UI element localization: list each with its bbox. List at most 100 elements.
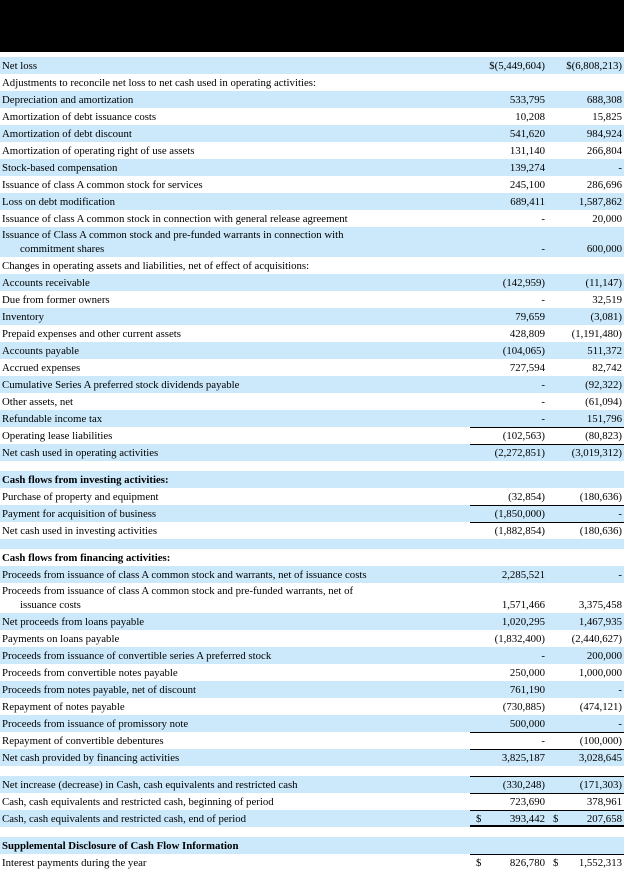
table-row: Operating lease liabilities (102,563) (80,…	[0, 427, 624, 444]
table-row: Net cash used in investing activities (1,…	[0, 522, 624, 539]
row-label: Supplemental Disclosure of Cash Flow Inf…	[0, 837, 470, 854]
table-row: Payment for acquisition of business (1,85…	[0, 505, 624, 522]
table-row: Amortization of debt issuance costs 10,20…	[0, 108, 624, 125]
row-label: Payments on loans payable	[2, 632, 120, 645]
spacer-cell	[0, 766, 624, 776]
row-label: Amortization of operating right of use a…	[2, 144, 195, 157]
row-label: Changes in operating assets and liabilit…	[2, 259, 310, 272]
value-current-year: -	[541, 212, 545, 225]
value-current-year	[470, 837, 547, 854]
table-row: Repayment of convertible debentures - (100…	[0, 732, 624, 749]
value-current-year: 250,000	[509, 666, 545, 679]
table-row: Supplemental Disclosure of Cash Flow Inf…	[0, 837, 624, 854]
row-label: Accrued expenses	[2, 361, 81, 374]
table-row: Adjustments to reconcile net loss to net…	[0, 74, 624, 91]
value-current-year: -	[541, 242, 545, 255]
section-header-text: Cash flows from investing activities:	[2, 473, 169, 486]
row-label: Repayment of notes payable	[2, 700, 125, 713]
value-current-year: (2,272,851)	[470, 444, 547, 461]
row-label: Adjustments to reconcile net loss to net…	[2, 76, 316, 89]
value-prior-year: -	[547, 505, 624, 522]
value-current-year: 139,274	[509, 161, 545, 174]
value-current-year: 3,825,187	[470, 749, 547, 766]
value-prior-year: 1,467,935	[578, 615, 622, 628]
value-prior-year: 511,372	[587, 344, 622, 357]
row-label: Net increase (decrease) in Cash, cash eq…	[2, 778, 298, 791]
value-current-year: (1,850,000)	[470, 505, 547, 522]
value-current-year: 2,285,521	[501, 568, 545, 581]
value-prior-year	[547, 74, 624, 91]
clipped-text-sliver	[0, 52, 624, 57]
row-label: Cash flows from investing activities:	[0, 471, 470, 488]
row-label: Payment for acquisition of business	[2, 507, 157, 520]
value-prior-year: 1,000,000	[578, 666, 622, 679]
value-current-year: 131,140	[509, 144, 545, 157]
row-label: Proceeds from convertible notes payable	[2, 666, 178, 679]
value-current-year: (32,854)	[508, 490, 545, 503]
table-row: Net loss $(5,449,604) $(6,808,213)	[0, 57, 624, 74]
value-current-year: 10,208	[515, 110, 545, 123]
row-label: Cash flows from financing activities:	[0, 549, 470, 566]
value-prior-year: $(6,808,213)	[566, 59, 622, 72]
value-current-year: (330,248)	[470, 776, 547, 793]
row-label: Operating lease liabilities	[2, 429, 113, 442]
value-prior-year: (180,636)	[547, 522, 624, 539]
value-current-year: -	[541, 293, 545, 306]
cash-flow-table: Net loss $(5,449,604) $(6,808,213) Adjustme…	[0, 57, 624, 871]
table-row	[0, 827, 624, 837]
spacer-cell	[0, 539, 624, 549]
value-current-year: (102,563)	[470, 427, 547, 444]
value-prior-year: (474,121)	[579, 700, 622, 713]
row-label: Other assets, net	[2, 395, 74, 408]
value-current-year: 79,659	[515, 310, 545, 323]
table-row: Issuance of Class A common stock and pre…	[0, 227, 624, 257]
value-prior-year: (80,823)	[547, 427, 624, 444]
row-label: Inventory	[2, 310, 44, 323]
table-row: Amortization of debt discount 541,620 984,…	[0, 125, 624, 142]
row-label: Depreciation and amortization	[2, 93, 134, 106]
value-prior-year: (1,191,480)	[571, 327, 622, 340]
currency-symbol: $	[553, 812, 559, 825]
table-row: Net cash used in operating activities (2,…	[0, 444, 624, 461]
row-label: Accounts payable	[2, 344, 80, 357]
row-label: Prepaid expenses and other current asset…	[2, 327, 181, 340]
row-label: Refundable income tax	[2, 412, 103, 425]
row-label: Net cash provided by financing activitie…	[2, 751, 180, 764]
value-prior-year: 688,308	[586, 93, 622, 106]
value-prior-year: 15,825	[592, 110, 622, 123]
value-prior-year: 82,742	[592, 361, 622, 374]
table-row: Issuance of class A common stock for ser…	[0, 176, 624, 193]
value-prior-year: $207,658	[547, 810, 624, 827]
value-current-year: $(5,449,604)	[489, 59, 545, 72]
value-current-year	[470, 471, 547, 488]
value-current-year: (1,832,400)	[494, 632, 545, 645]
value-current-year: 245,100	[509, 178, 545, 191]
row-label: Accounts receivable	[2, 276, 90, 289]
table-row: Proceeds from notes payable, net of disc…	[0, 681, 624, 698]
row-label: Amortization of debt discount	[2, 127, 132, 140]
value-prior-year: -	[618, 683, 622, 696]
currency-symbol: $	[553, 856, 559, 869]
value-prior-year: (3,019,312)	[547, 444, 624, 461]
value-current-year	[470, 549, 547, 566]
value-prior-year: 3,375,458	[578, 598, 622, 611]
value-prior-year: (2,440,627)	[571, 632, 622, 645]
table-row: Cash flows from financing activities:	[0, 549, 624, 566]
row-label: Issuance of class A common stock in conn…	[2, 212, 348, 225]
table-row	[0, 461, 624, 471]
spacer-cell	[0, 827, 624, 837]
table-row: Amortization of operating right of use a…	[0, 142, 624, 159]
row-label: Repayment of convertible debentures	[2, 734, 164, 747]
currency-symbol: $	[476, 856, 482, 869]
row-label: Proceeds from issuance of class A common…	[0, 583, 470, 613]
row-label: Interest payments during the year	[2, 856, 147, 869]
value-prior-year	[547, 549, 624, 566]
table-row: Other assets, net - (61,094)	[0, 393, 624, 410]
value-prior-year: (171,303)	[547, 776, 624, 793]
value-current-year: (104,065)	[502, 344, 545, 357]
row-label: Net proceeds from loans payable	[2, 615, 145, 628]
table-row: Inventory 79,659 (3,081)	[0, 308, 624, 325]
value-prior-year: (61,094)	[585, 395, 622, 408]
value-prior-year: $1,552,313	[547, 854, 624, 871]
value-prior-year: 200,000	[586, 649, 622, 662]
